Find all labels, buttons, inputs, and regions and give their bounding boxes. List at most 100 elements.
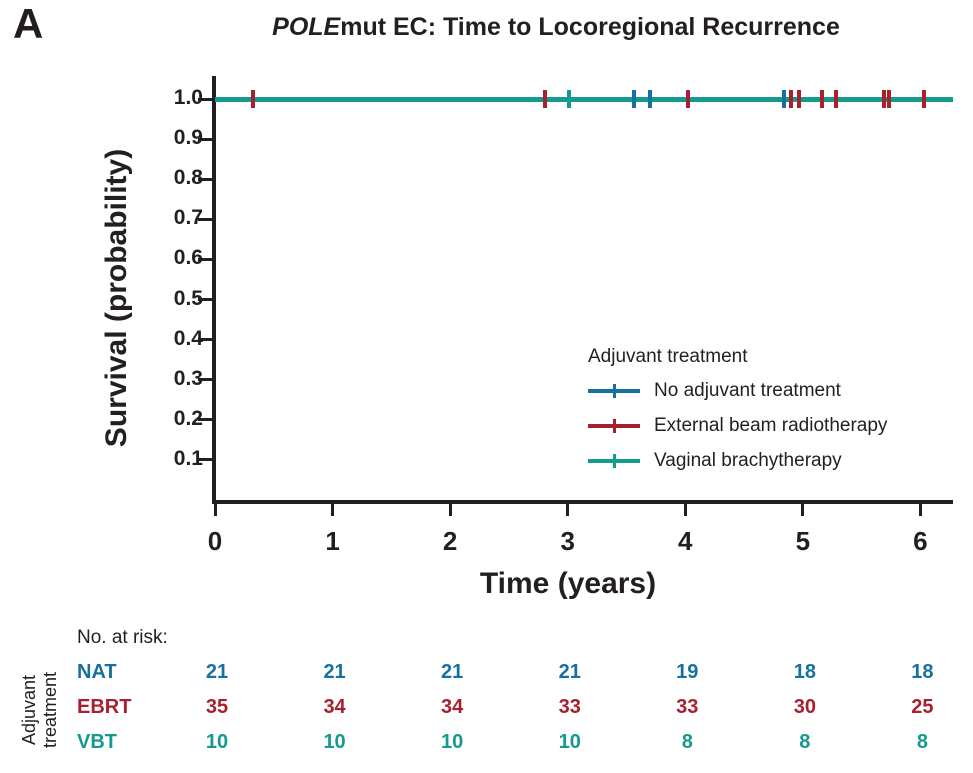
y-tick-label: 0.4: [173, 326, 203, 350]
legend-line-swatch: [588, 419, 640, 433]
y-tick: [198, 177, 212, 181]
risk-value: 8: [681, 731, 693, 753]
censor-tick-nat: [782, 90, 787, 108]
legend-item-label: No adjuvant treatment: [654, 380, 841, 401]
y-tick-label: 0.1: [173, 446, 203, 470]
y-tick: [198, 458, 212, 462]
censor-tick-ebrt: [543, 90, 548, 108]
legend-censor-tick: [613, 454, 616, 468]
risk-value: 10: [323, 731, 346, 753]
panel-label: A: [13, 0, 45, 47]
legend-item-label: Vaginal brachytherapy: [654, 450, 842, 471]
risk-value: 8: [799, 731, 811, 753]
risk-table-axis-label-line1: Adjuvant: [19, 674, 39, 746]
y-tick: [198, 257, 212, 261]
risk-row-label-nat: NAT: [77, 661, 117, 683]
censor-tick-ebrt: [921, 90, 926, 108]
x-tick-label: 2: [442, 526, 458, 556]
legend-items: No adjuvant treatment External beam radio…: [588, 379, 887, 473]
censor-tick-ebrt: [789, 90, 794, 108]
risk-table-axis-label-line2: treatment: [40, 671, 60, 749]
x-tick: [331, 504, 335, 516]
censor-tick-vbt: [566, 90, 571, 108]
y-tick-label: 0.3: [173, 366, 203, 390]
censor-tick-ebrt: [250, 90, 255, 108]
risk-value: 10: [558, 731, 581, 753]
chart-title-gene: POLE: [272, 13, 341, 41]
x-tick-label: 4: [678, 526, 693, 556]
y-tick-label: 0.9: [173, 126, 203, 150]
risk-value: 10: [205, 731, 229, 753]
risk-table-axis-label: Adjuvant treatment: [19, 672, 61, 748]
censor-tick-nat: [631, 90, 636, 108]
risk-row-label-ebrt: EBRT: [77, 696, 132, 718]
x-tick: [213, 504, 217, 516]
y-tick-label: 0.7: [173, 206, 203, 230]
x-tick-label: 5: [795, 526, 811, 556]
y-tick: [198, 338, 212, 342]
legend-item-ebrt: External beam radiotherapy: [588, 414, 887, 438]
x-tick: [566, 504, 570, 516]
y-tick: [198, 97, 212, 101]
legend-item-vbt: Vaginal brachytherapy: [588, 449, 887, 473]
legend-item-label: External beam radiotherapy: [654, 415, 888, 436]
censor-tick-ebrt: [833, 90, 838, 108]
survival-line-vbt: [215, 96, 954, 102]
legend-censor-tick: [613, 384, 616, 398]
y-tick: [198, 418, 212, 422]
censor-tick-ebrt: [819, 90, 824, 108]
x-tick: [683, 504, 687, 516]
legend-line-swatch: [588, 454, 640, 468]
y-tick-label: 0.5: [173, 286, 203, 310]
risk-value: 34: [323, 696, 346, 718]
risk-value: 19: [676, 661, 699, 683]
censor-tick-ebrt: [881, 90, 886, 108]
x-tick: [918, 504, 922, 516]
risk-value: 21: [441, 661, 464, 683]
y-tick: [198, 217, 212, 221]
legend-line-swatch: [588, 384, 640, 398]
risk-value: 25: [911, 696, 934, 718]
y-tick: [198, 137, 212, 141]
x-tick-label: 0: [207, 526, 223, 556]
risk-value: 35: [205, 696, 229, 718]
risk-table-header: No. at risk:: [77, 627, 168, 648]
x-tick: [448, 504, 452, 516]
chart-title: POLEmut EC: Time to Locoregional Recurre…: [150, 13, 962, 42]
risk-value: 33: [676, 696, 699, 718]
y-axis-label: Survival (probability): [100, 148, 133, 448]
legend: Adjuvant treatment No adjuvant treatment…: [588, 346, 887, 473]
risk-value: 21: [558, 661, 581, 683]
y-axis-line: [212, 76, 216, 503]
x-axis-line: [212, 500, 953, 504]
legend-censor-tick: [613, 419, 616, 433]
risk-value: 30: [793, 696, 816, 718]
legend-title: Adjuvant treatment: [588, 346, 748, 367]
x-axis-label: Time (years): [479, 567, 657, 600]
risk-value: 10: [441, 731, 464, 753]
risk-value: 18: [911, 661, 934, 683]
x-tick: [801, 504, 805, 516]
y-tick: [198, 298, 212, 302]
risk-value: 21: [205, 661, 229, 683]
censor-tick-ebrt: [797, 90, 802, 108]
y-tick: [198, 378, 212, 382]
censor-tick-nat: [648, 90, 652, 108]
risk-value: 18: [793, 661, 816, 683]
legend-item-nat: No adjuvant treatment: [588, 379, 887, 403]
risk-row-label-vbt: VBT: [77, 731, 117, 753]
risk-value: 33: [558, 696, 581, 718]
y-tick-label: 0.8: [173, 166, 203, 190]
y-tick-label: 1.0: [173, 86, 203, 109]
risk-value: 21: [323, 661, 346, 683]
y-tick-label: 0.2: [173, 406, 203, 430]
x-tick-label: 1: [325, 526, 340, 556]
x-tick-label: 6: [913, 526, 928, 556]
chart-title-rest: mut EC: Time to Locoregional Recurrence: [340, 13, 840, 41]
x-tick-label: 3: [560, 526, 575, 556]
censor-tick-ebrt: [685, 90, 690, 108]
risk-value: 8: [916, 731, 928, 753]
censor-tick-ebrt: [886, 90, 891, 108]
risk-value: 34: [441, 696, 464, 718]
y-tick-label: 0.6: [173, 246, 203, 270]
